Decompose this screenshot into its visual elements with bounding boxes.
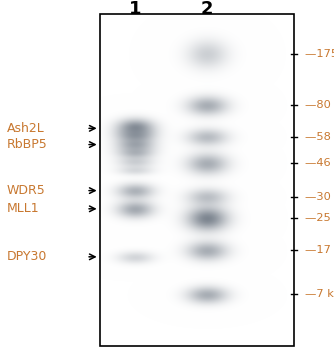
Text: DPY30: DPY30 — [7, 250, 47, 263]
Text: 2: 2 — [201, 0, 213, 18]
Text: RbBP5: RbBP5 — [7, 138, 47, 151]
Text: —30 kDa: —30 kDa — [305, 192, 334, 202]
Text: —80 kDa: —80 kDa — [305, 100, 334, 111]
Bar — [100, 14, 294, 346]
Text: —7 kDa: —7 kDa — [305, 289, 334, 299]
Text: MLL1: MLL1 — [7, 202, 39, 215]
Text: WDR5: WDR5 — [7, 184, 45, 197]
Text: —17 kDa: —17 kDa — [305, 245, 334, 255]
Text: —25 kDa: —25 kDa — [305, 213, 334, 223]
Text: Ash2L: Ash2L — [7, 122, 44, 135]
Text: —46 kDa: —46 kDa — [305, 158, 334, 168]
Text: 1: 1 — [129, 0, 142, 18]
Text: —58 kDa: —58 kDa — [305, 132, 334, 142]
Text: —175 kDa: —175 kDa — [305, 49, 334, 59]
